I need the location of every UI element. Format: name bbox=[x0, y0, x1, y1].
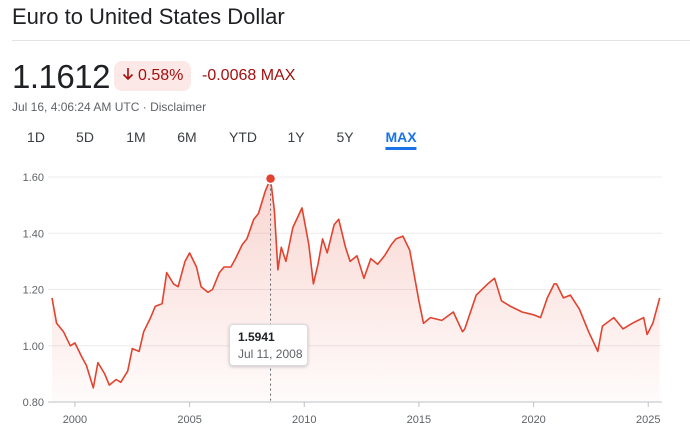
page-title: Euro to United States Dollar bbox=[12, 4, 285, 29]
tab-6m[interactable]: 6M bbox=[177, 129, 197, 145]
y-tick-label: 1.00 bbox=[23, 341, 44, 353]
y-tick-label: 1.40 bbox=[23, 228, 44, 240]
tooltip-value: 1.5941 bbox=[238, 330, 275, 344]
tab-1d[interactable]: 1D bbox=[27, 129, 45, 145]
current-price: 1.1612 bbox=[12, 58, 110, 95]
tab-max[interactable]: MAX bbox=[385, 126, 417, 150]
arrow-down-icon bbox=[122, 67, 134, 86]
tab-5y[interactable]: 5Y bbox=[336, 129, 354, 145]
highlight-point bbox=[264, 172, 277, 185]
tab-1m[interactable]: 1M bbox=[126, 129, 146, 145]
timestamp-line: Jul 16, 4:06:24 AM UTC · Disclaimer bbox=[12, 100, 206, 114]
change-absolute: -0.0068 MAX bbox=[202, 67, 296, 84]
x-tick-label: 2005 bbox=[177, 414, 201, 426]
tab-ytd[interactable]: YTD bbox=[229, 129, 257, 145]
x-tick-label: 2020 bbox=[521, 414, 545, 426]
price-area-fill bbox=[52, 178, 660, 402]
x-tick-label: 2000 bbox=[63, 414, 87, 426]
change-percent: 0.58% bbox=[138, 67, 184, 84]
header-divider bbox=[12, 40, 690, 41]
change-percent-badge: 0.58% bbox=[114, 61, 192, 91]
tooltip-date: Jul 11, 2008 bbox=[238, 347, 303, 361]
y-tick-label: 1.20 bbox=[23, 285, 44, 297]
x-tick-label: 2025 bbox=[636, 414, 660, 426]
x-tick-label: 2015 bbox=[407, 414, 431, 426]
tab-5d[interactable]: 5D bbox=[76, 129, 94, 145]
price-chart[interactable]: 0.80 1.00 1.20 1.40 1.60 2000 2005 2010 2015 2020… bbox=[0, 160, 690, 434]
y-tick-label: 1.60 bbox=[23, 172, 44, 184]
x-tick-label: 2010 bbox=[292, 414, 316, 426]
price-line bbox=[51, 177, 661, 389]
disclaimer-link[interactable]: Disclaimer bbox=[150, 100, 207, 114]
tab-1y[interactable]: 1Y bbox=[287, 129, 305, 145]
separator: · bbox=[142, 100, 147, 114]
y-tick-label: 0.80 bbox=[23, 397, 44, 409]
timestamp: Jul 16, 4:06:24 AM UTC bbox=[12, 100, 140, 114]
chart-tooltip: 1.5941 Jul 11, 2008 bbox=[229, 324, 308, 366]
